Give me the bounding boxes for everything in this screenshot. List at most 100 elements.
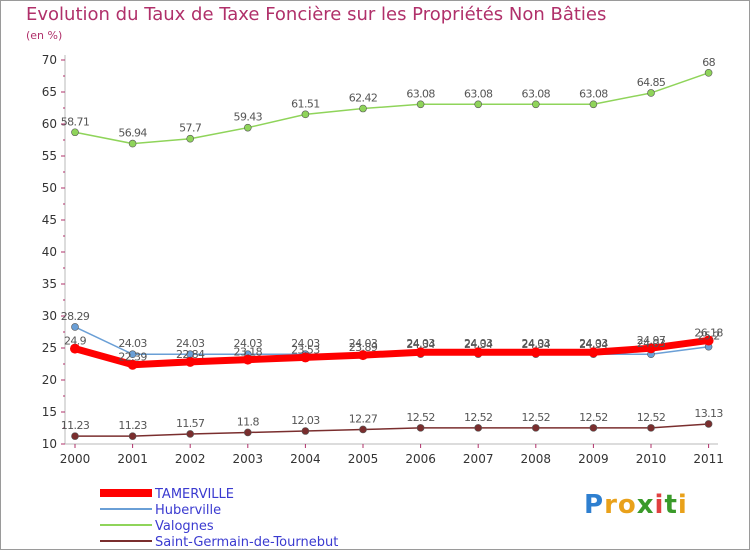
data-point (703, 335, 714, 346)
data-point (416, 424, 425, 432)
data-label: 24.9 (64, 335, 87, 348)
data-point (474, 424, 483, 432)
data-label: 11.23 (118, 419, 147, 432)
data-label: 63.08 (406, 87, 435, 100)
data-label: 59.43 (234, 111, 263, 124)
x-tick-label: 2010 (636, 452, 667, 466)
x-tick-label: 2002 (175, 452, 206, 466)
logo-letter: i (654, 490, 665, 520)
y-tick-label: 20 (42, 373, 57, 387)
data-label: 57.7 (179, 122, 202, 135)
data-label: 22.84 (176, 348, 205, 361)
x-tick-label: 2004 (290, 452, 321, 466)
data-point (588, 347, 599, 358)
data-point (128, 139, 137, 148)
data-label: 28.29 (61, 310, 90, 323)
data-label: 12.27 (349, 412, 378, 425)
data-labels: 24.922.39 22.84 23.18 23.53 23.89 24.34 24.34 2… (61, 56, 724, 432)
data-point (186, 134, 194, 143)
data-label: 23.53 (291, 343, 320, 356)
data-label: 11.23 (61, 419, 90, 432)
data-label: 63.08 (579, 87, 608, 100)
series-lines (70, 69, 714, 440)
proxiti-logo: Proxiti (584, 490, 688, 520)
logo-letter: i (677, 490, 688, 520)
data-label: 24.03 (579, 337, 608, 350)
y-tick-label: 40 (42, 245, 57, 259)
data-point (589, 100, 598, 109)
data-label: 24.97 (637, 334, 666, 347)
legend-label: TAMERVILLE (154, 487, 234, 502)
data-point (244, 428, 252, 437)
data-label: 24.03 (291, 337, 320, 350)
data-point (242, 354, 253, 365)
data-label: 24.03 (637, 337, 666, 350)
y-tick-label: 35 (42, 277, 57, 291)
y-tick-label: 50 (42, 181, 57, 195)
data-label: 12.03 (291, 414, 320, 427)
y-tick-label: 60 (42, 117, 57, 131)
data-label: 23.89 (349, 341, 378, 354)
y-tick-label: 55 (42, 149, 57, 163)
y-tick-label: 25 (42, 341, 57, 355)
data-point (186, 430, 194, 438)
y-tick-label: 65 (42, 85, 57, 99)
series-line-Valognes (74, 72, 709, 145)
data-label: 12.52 (637, 411, 666, 424)
data-point (530, 347, 541, 358)
data-label: 23.18 (234, 346, 263, 359)
data-label: 11.8 (237, 415, 260, 428)
data-point (359, 425, 367, 434)
legend-label: Valognes (155, 519, 214, 534)
data-label: 63.08 (522, 87, 551, 100)
data-label: 24.34 (579, 338, 608, 351)
data-point (646, 343, 656, 354)
data-label: 63.08 (464, 87, 493, 100)
logo-letter: x (636, 490, 655, 520)
data-label: 12.52 (522, 411, 551, 424)
data-point (416, 100, 425, 109)
x-tick-label: 2009 (578, 452, 609, 466)
y-tick-label: 10 (42, 437, 57, 451)
data-label: 24.03 (349, 337, 378, 350)
data-point (589, 424, 598, 432)
logo-letter: P (584, 490, 605, 520)
data-label: 12.52 (579, 411, 608, 424)
data-label: 62.42 (349, 92, 378, 105)
data-label: 24.03 (234, 337, 263, 350)
data-label: 13.13 (694, 407, 723, 420)
data-label: 56.94 (118, 127, 147, 140)
data-point (358, 350, 368, 361)
data-point (128, 432, 137, 440)
data-point (415, 347, 426, 358)
data-point (127, 359, 138, 370)
data-point (301, 110, 310, 119)
x-tick-label: 2011 (693, 452, 724, 466)
axes: 10 15 20 25 30 35 40 45 50 55 60 65 70 2000 2001 2002 20… (42, 53, 724, 466)
chart-title: Evolution du Taux de Taxe Foncière sur l… (26, 4, 607, 25)
data-point (473, 347, 484, 358)
data-label: 24.03 (406, 337, 435, 350)
y-tick-label: 70 (42, 53, 57, 67)
data-label: 24.34 (464, 338, 493, 351)
data-point (359, 104, 367, 113)
data-point (531, 424, 540, 432)
x-tick-label: 2008 (521, 452, 552, 466)
data-point (474, 100, 483, 109)
data-label: 24.34 (522, 338, 551, 351)
data-point (704, 69, 713, 77)
x-tick-label: 2005 (348, 452, 379, 466)
data-label: 24.03 (464, 337, 493, 350)
legend-label: Saint-Germain-de-Tournebut (155, 535, 338, 550)
data-point (71, 432, 79, 440)
data-point (300, 352, 311, 363)
data-label: 24.03 (522, 337, 551, 350)
data-label: 68 (702, 56, 715, 69)
data-point (647, 89, 655, 97)
x-tick-label: 2000 (60, 452, 91, 466)
data-label: 61.51 (291, 97, 320, 110)
y-tick-label: 30 (42, 309, 57, 323)
data-point (71, 323, 79, 331)
